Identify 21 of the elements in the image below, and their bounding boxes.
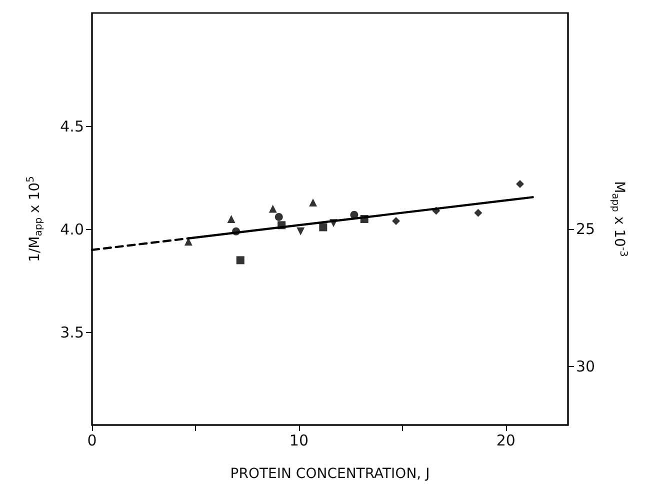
x-tick-label: 0 xyxy=(87,432,97,450)
y2-axis-title: Mapp x 10-3 xyxy=(610,181,628,257)
y2-tick-label: 30 xyxy=(576,357,596,376)
point xyxy=(309,198,318,207)
point xyxy=(268,204,277,213)
y-tick-label: 3.5 xyxy=(60,323,84,342)
point xyxy=(236,256,244,264)
x-tick-label: 20 xyxy=(496,432,516,450)
point xyxy=(227,215,236,223)
x-axis-title: PROTEIN CONCENTRATION, J xyxy=(230,466,430,482)
x-tick-label: 10 xyxy=(289,432,309,450)
y-axis-title: 1/Mapp x 105 xyxy=(26,176,44,262)
y-tick-label: 4.0 xyxy=(60,220,84,238)
point xyxy=(516,180,524,188)
point xyxy=(274,212,283,221)
point xyxy=(296,227,305,236)
point xyxy=(474,208,482,217)
point xyxy=(319,223,328,232)
y2-tick-label: 25 xyxy=(576,220,596,238)
y-tick-label: 4.5 xyxy=(60,117,84,136)
point xyxy=(392,217,400,226)
